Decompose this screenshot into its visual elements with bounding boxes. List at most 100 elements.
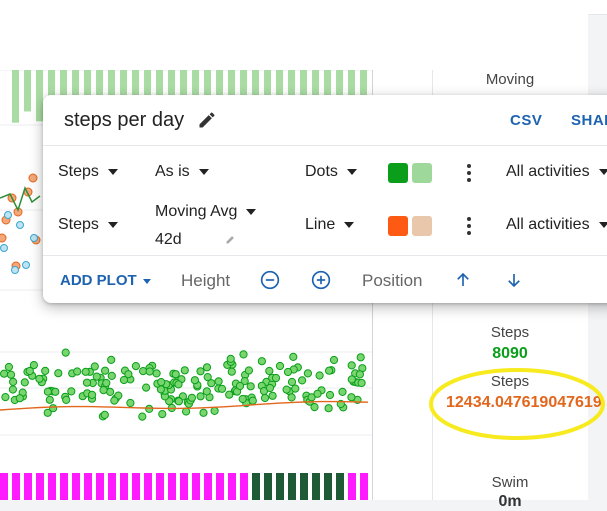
activity-bar-bottom (48, 473, 56, 500)
blue-dot (30, 234, 38, 242)
activity-bar-bottom (348, 473, 356, 500)
steps-dot (271, 373, 281, 383)
activity-bar-bottom (72, 473, 80, 500)
activity-filter-select-2[interactable]: All activities (506, 216, 607, 234)
color-swatch-primary-2[interactable] (388, 216, 408, 236)
transform-select-1[interactable]: As is (155, 163, 209, 181)
activity-bar (72, 70, 79, 117)
color-swatch-secondary-1[interactable] (412, 163, 432, 183)
activity-bar-bottom (180, 473, 188, 500)
transform-select-1-label: As is (155, 163, 190, 180)
steps-dot (158, 410, 167, 419)
side-moving-label: Moving (485, 71, 535, 88)
activity-bar-bottom (156, 473, 164, 500)
transform-select-2[interactable]: Moving Avg (155, 203, 257, 221)
steps-dot (207, 379, 216, 388)
color-swatch-primary-1[interactable] (388, 163, 408, 183)
chevron-down-icon (346, 168, 357, 175)
color-swatch-secondary-2[interactable] (412, 216, 432, 236)
steps-dot (54, 369, 63, 378)
activity-bar-bottom (24, 473, 32, 500)
side-swim-value: 0m (498, 493, 522, 510)
activity-bar-bottom (12, 473, 20, 500)
activity-bar-bottom (252, 473, 260, 500)
steps-dot (265, 366, 274, 376)
more-options-icon[interactable] (467, 217, 471, 238)
steps-dot (4, 362, 13, 372)
height-label: Height (181, 271, 231, 290)
steps-dot (180, 366, 189, 375)
arrow-down-icon[interactable] (505, 271, 523, 289)
activity-bar-bottom (360, 473, 368, 500)
chevron-down-icon (107, 168, 118, 175)
style-select-1[interactable]: Dots (305, 163, 357, 181)
activity-bar-bottom (228, 473, 236, 500)
activity-bar (36, 70, 43, 122)
csv-button[interactable]: CSV (510, 112, 543, 129)
metric-select-1[interactable]: Steps (58, 163, 118, 181)
steps-dot (347, 361, 356, 370)
steps-dot (45, 395, 54, 404)
steps-dot (90, 362, 99, 371)
steps-dot (325, 366, 334, 375)
activity-bar-bottom (192, 473, 200, 500)
popup-footer-divider (43, 255, 607, 256)
steps-dot (287, 393, 296, 402)
steps-dot (289, 352, 298, 361)
steps-dot (287, 377, 297, 387)
arrow-up-icon[interactable] (454, 271, 472, 289)
style-select-2-label: Line (305, 216, 336, 233)
steps-dot (196, 367, 205, 376)
steps-dot (126, 398, 135, 408)
steps-dot (6, 370, 16, 379)
activity-bar (12, 70, 19, 123)
steps-dot (210, 406, 219, 415)
highlight-circle (429, 368, 605, 440)
side-swim-label: Swim (491, 474, 529, 491)
activity-bar-bottom (312, 473, 320, 500)
activity-bar-bottom (36, 473, 44, 500)
activity-bar-bottom (168, 473, 176, 500)
steps-dot (110, 396, 119, 405)
steps-dot (145, 367, 154, 376)
steps-dot (202, 387, 211, 396)
steps-dot (187, 393, 196, 402)
chevron-down-icon (246, 208, 257, 215)
steps-dot (101, 366, 110, 375)
increase-height-icon[interactable] (311, 270, 331, 290)
activity-filter-select-1[interactable]: All activities (506, 163, 607, 181)
add-plot-label: ADD PLOT (60, 272, 137, 289)
activity-bar (276, 70, 283, 116)
steps-dot (347, 393, 356, 402)
more-options-icon[interactable] (467, 164, 471, 185)
steps-dot (196, 392, 205, 401)
window-input[interactable]: 42d (155, 231, 182, 248)
edit-icon[interactable] (197, 110, 217, 130)
blue-dot (16, 221, 24, 229)
steps-dot (315, 371, 324, 380)
steps-dot (226, 354, 235, 363)
steps-dot (227, 367, 236, 376)
steps-dot (61, 348, 70, 357)
side-steps-label: Steps (490, 324, 530, 341)
steps-dot (214, 377, 223, 386)
steps-dot (92, 372, 101, 381)
activity-bar-bottom (108, 473, 116, 500)
chevron-down-icon (107, 221, 118, 228)
activity-bar-bottom (300, 473, 308, 500)
plot-settings-popup: steps per day CSV SHARE Steps As is Dots… (43, 95, 607, 303)
activity-bar-bottom (324, 473, 332, 500)
decrease-height-icon[interactable] (260, 270, 280, 290)
add-plot-button[interactable]: ADD PLOT (60, 272, 151, 289)
edit-window-icon[interactable] (225, 233, 237, 245)
style-select-2[interactable]: Line (305, 216, 355, 234)
metric-select-2[interactable]: Steps (58, 216, 118, 234)
share-button[interactable]: SHARE (571, 112, 607, 129)
steps-dot (29, 361, 39, 370)
activity-bar-bottom (288, 473, 296, 500)
metric-select-1-label: Steps (58, 163, 99, 180)
steps-dot (324, 404, 333, 413)
activity-bar (204, 70, 211, 114)
activity-bar-bottom (216, 473, 224, 500)
steps-dot (100, 410, 109, 419)
